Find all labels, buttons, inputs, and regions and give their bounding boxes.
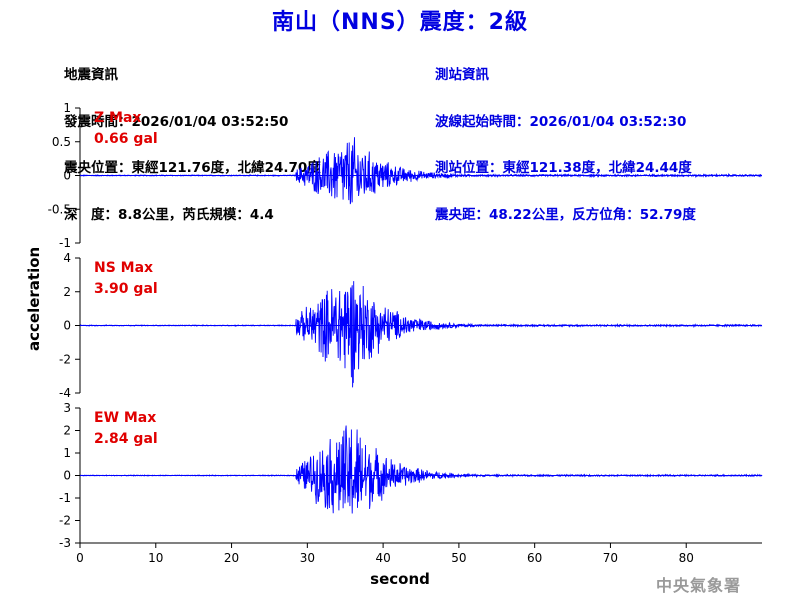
- x-tick-label: 40: [375, 551, 390, 565]
- y-tick-label-NS: 0: [63, 319, 71, 333]
- max-value-EW: 2.84 gal: [94, 431, 158, 447]
- max-value-Z: 0.66 gal: [94, 131, 158, 147]
- y-tick-label-EW: 3: [63, 401, 71, 415]
- y-tick-label-EW: 0: [63, 469, 71, 483]
- max-value-NS: 3.90 gal: [94, 281, 158, 297]
- max-label-NS: NS Max: [94, 260, 153, 276]
- x-tick-label: 0: [76, 551, 84, 565]
- station-location: 測站位置：東經121.38度，北緯24.44度: [435, 160, 692, 176]
- waveform-EW: [79, 425, 763, 514]
- origin-time: 發震時間：2026/01/04 03:52:50: [64, 113, 289, 130]
- epicentral-distance: 震央距：48.22公里，反方位角：52.79度: [435, 206, 696, 223]
- station-title: 南山（NNS）震度：2級: [272, 10, 528, 35]
- waveform-NS: [79, 281, 763, 388]
- y-tick-label-Z: 0.5: [52, 135, 71, 149]
- y-tick-label-EW: -3: [59, 536, 71, 550]
- y-tick-label-Z: 1: [63, 101, 71, 115]
- agency-watermark: 中央氣象署: [656, 576, 742, 595]
- y-tick-label-EW: 1: [63, 446, 71, 460]
- epicenter-location: 震央位置：東經121.76度，北緯24.70度: [64, 160, 321, 176]
- x-tick-label: 30: [300, 551, 315, 565]
- wave-start-time: 波線起始時間：2026/01/04 03:52:30: [435, 113, 687, 130]
- x-tick-label: 60: [527, 551, 542, 565]
- max-label-EW: EW Max: [94, 410, 156, 426]
- x-tick-label: 70: [603, 551, 618, 565]
- quake-info-block: 地震資訊 發震時間：2026/01/04 03:52:50 震央位置：東經121…: [64, 37, 321, 239]
- y-tick-label-NS: 4: [63, 251, 71, 265]
- x-axis-label: second: [370, 570, 430, 588]
- x-tick-label: 10: [148, 551, 163, 565]
- depth-magnitude: 深 度：8.8公里，芮氏規模：4.4: [64, 206, 274, 223]
- y-tick-label-Z: -1: [59, 236, 71, 250]
- x-tick-label: 50: [451, 551, 466, 565]
- quake-info-heading: 地震資訊: [64, 67, 118, 83]
- waveform-Z: [80, 137, 762, 205]
- y-tick-label-NS: 2: [63, 285, 71, 299]
- y-tick-label-Z: 0: [63, 169, 71, 183]
- y-tick-label-EW: -2: [59, 514, 71, 528]
- y-tick-label-EW: -1: [59, 491, 71, 505]
- y-tick-label-NS: -2: [59, 352, 71, 366]
- x-tick-label: 20: [224, 551, 239, 565]
- y-tick-label-EW: 2: [63, 424, 71, 438]
- y-tick-label-NS: -4: [59, 386, 71, 400]
- y-tick-label-Z: -0.5: [48, 202, 71, 216]
- station-info-heading: 測站資訊: [435, 67, 489, 83]
- x-tick-label: 80: [679, 551, 694, 565]
- station-info-block: 測站資訊 波線起始時間：2026/01/04 03:52:30 測站位置：東經1…: [435, 37, 696, 239]
- y-axis-label: acceleration: [25, 246, 43, 351]
- max-label-Z: Z Max: [94, 110, 141, 126]
